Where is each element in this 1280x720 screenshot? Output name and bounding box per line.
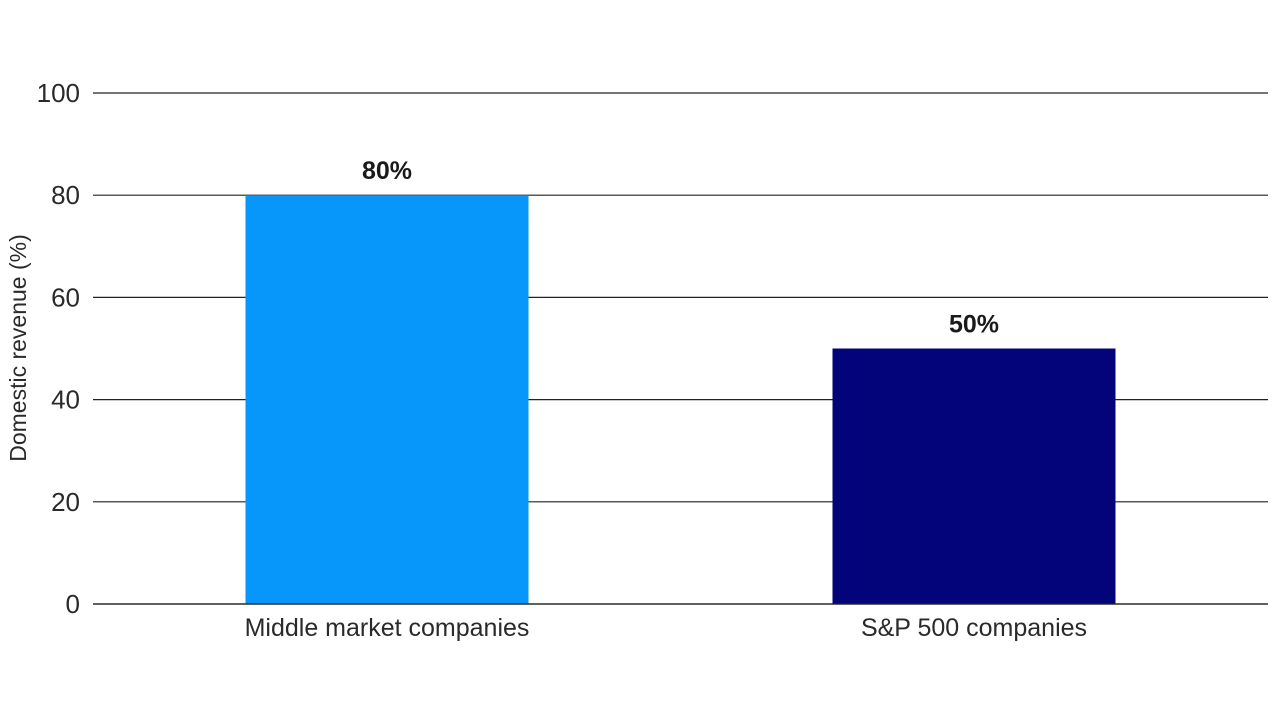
bar: [245, 195, 529, 604]
y-tick-label: 100: [37, 78, 80, 108]
y-tick-label: 40: [51, 385, 80, 415]
y-tick-label: 60: [51, 282, 80, 312]
labels: 0 20 40 60 80 100 80% Middle market companies 50…: [37, 78, 1268, 642]
y-axis-title: Domestic revenue (%): [5, 234, 31, 462]
bars: [245, 195, 1116, 604]
data-label: 50%: [949, 311, 999, 339]
x-tick-label: S&P 500 companies: [861, 614, 1087, 642]
data-label: 80%: [362, 157, 412, 185]
bar: [832, 348, 1116, 604]
y-tick-label: 0: [66, 589, 80, 619]
x-tick-label: Middle market companies: [245, 614, 530, 642]
y-tick-label: 20: [51, 487, 80, 517]
y-tick-label: 80: [51, 180, 80, 210]
